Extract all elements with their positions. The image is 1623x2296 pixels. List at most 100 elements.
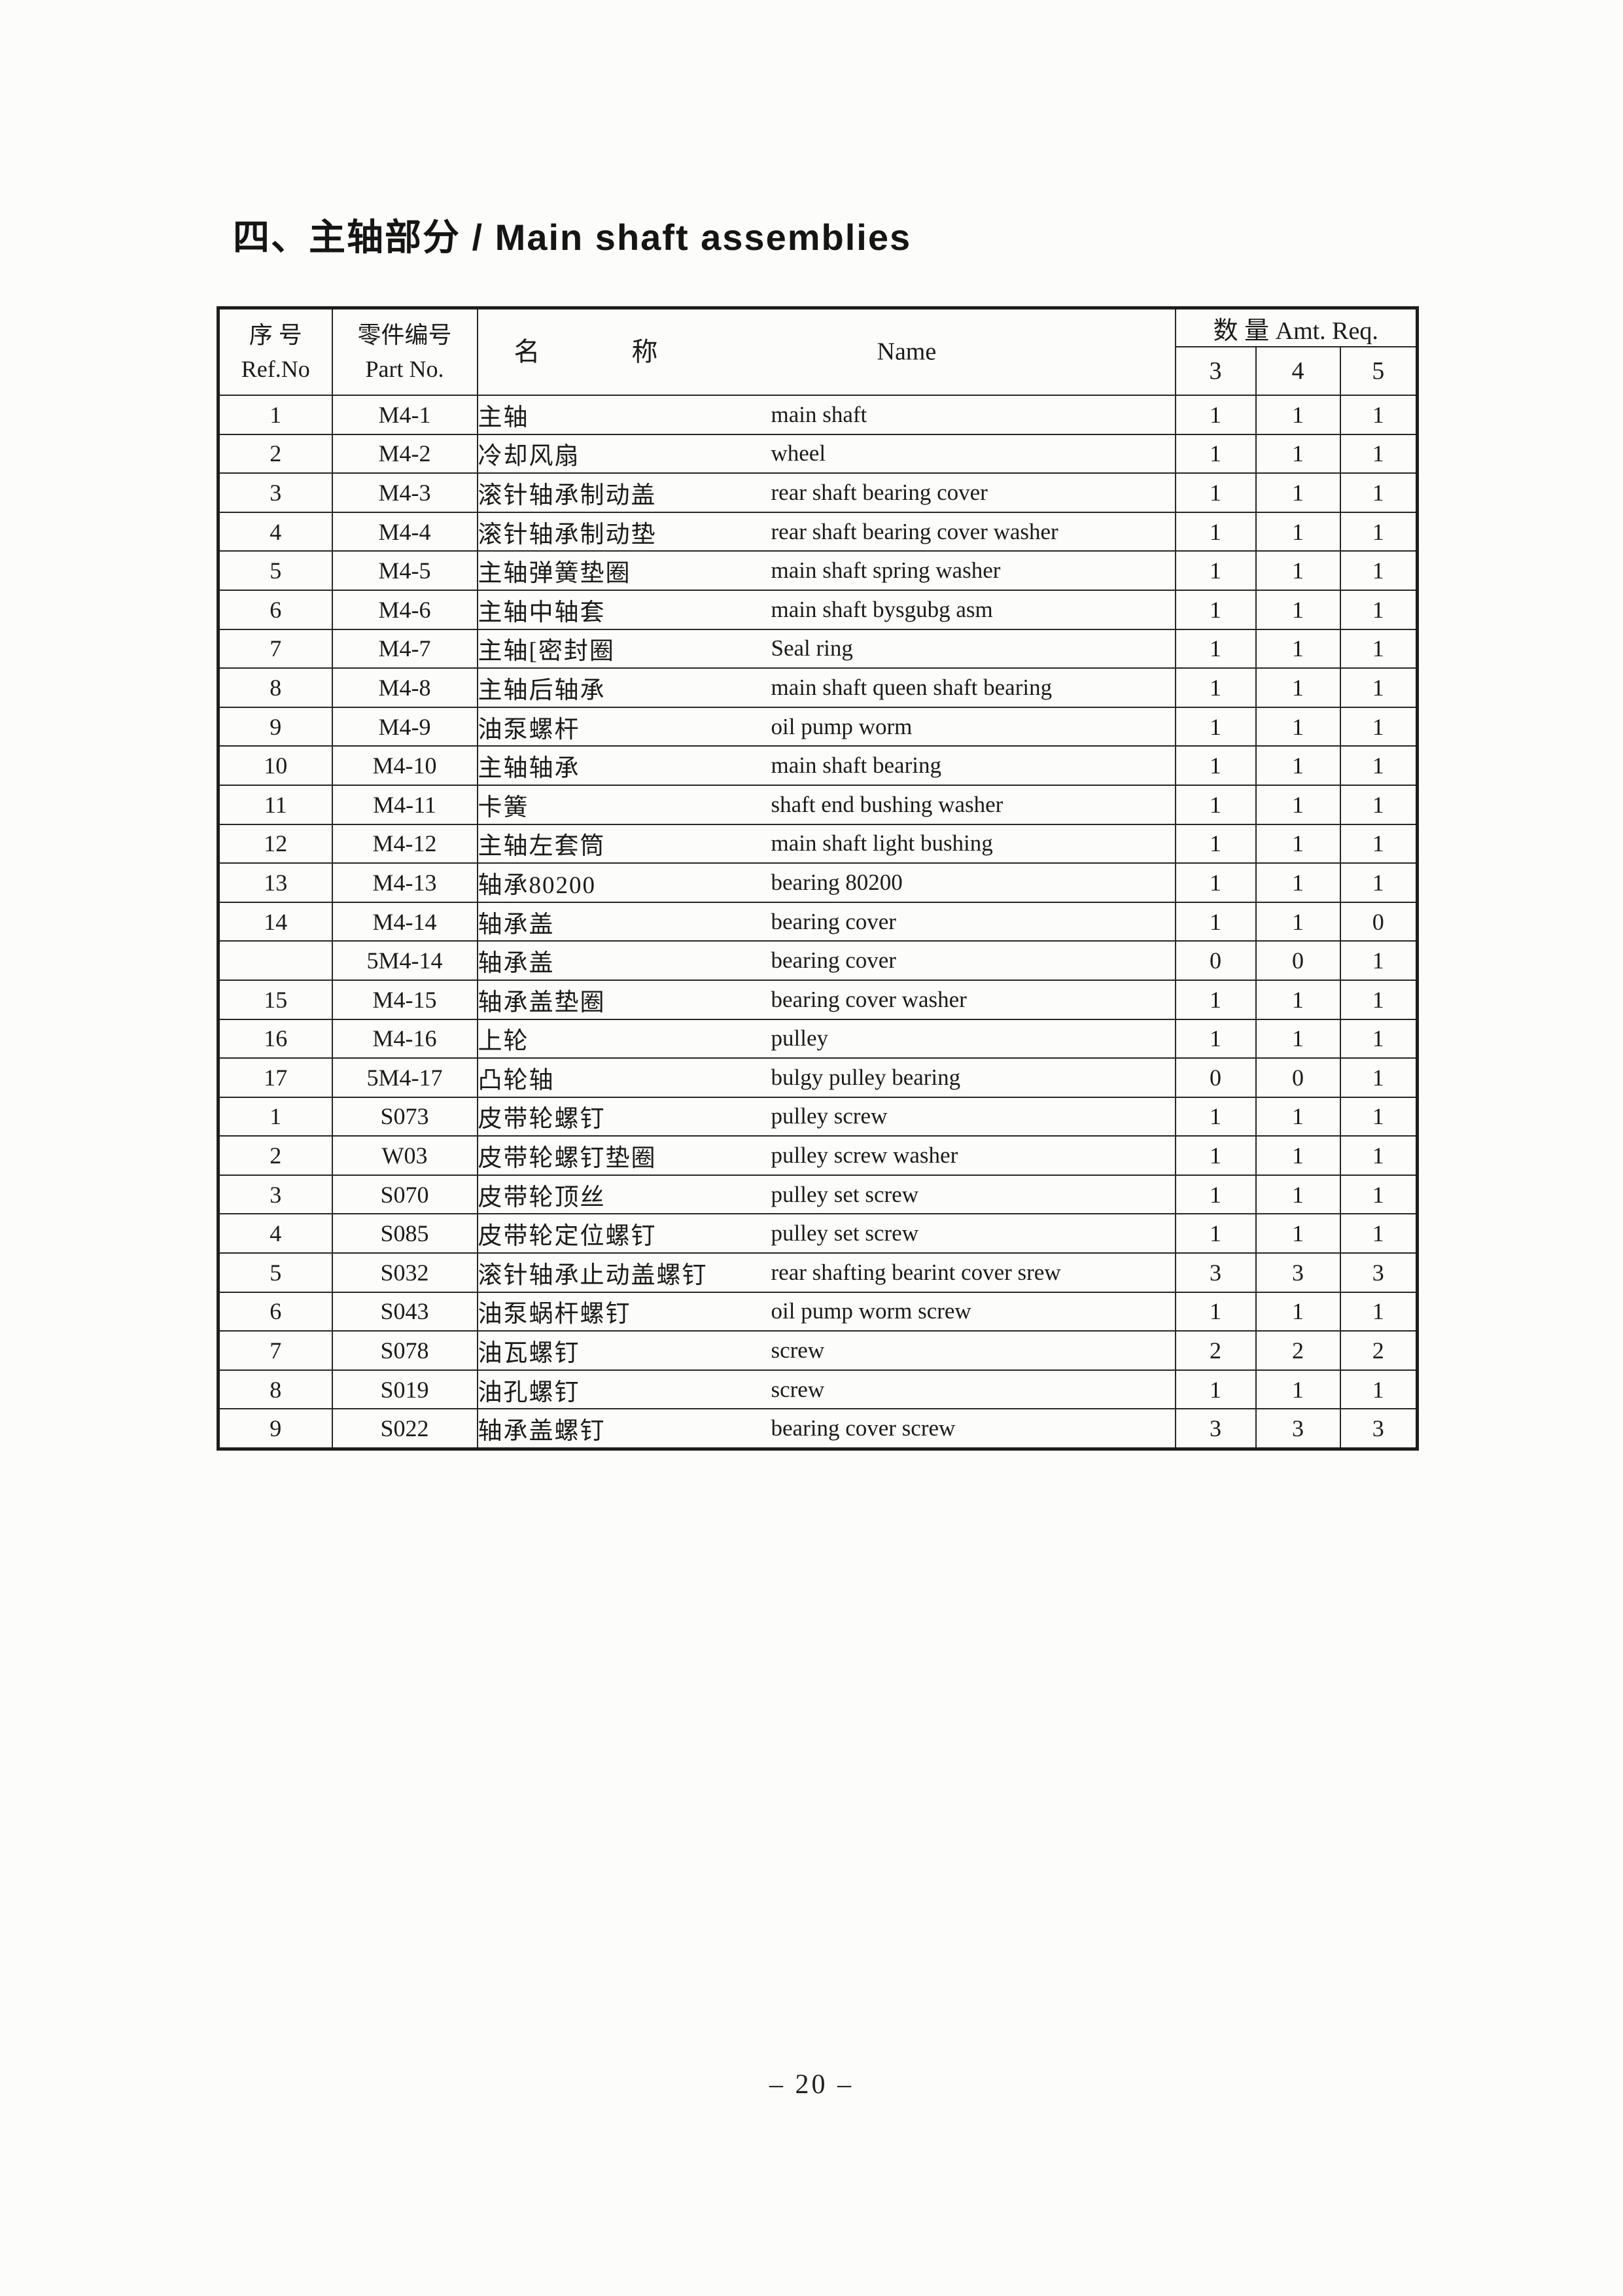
- part-no-cell: M4-4: [331, 511, 478, 552]
- qty-cell: 2: [1339, 1330, 1418, 1371]
- qty-cell: 1: [1174, 784, 1257, 825]
- part-name-en: wheel: [771, 440, 826, 467]
- part-name-en: pulley set screw: [771, 1220, 918, 1246]
- ref-no-cell: 2: [217, 1135, 333, 1176]
- qty-cell: 1: [1339, 1174, 1418, 1215]
- ref-no-cell: 10: [217, 745, 333, 786]
- part-name-en: main shaft queen shaft bearing: [771, 674, 1053, 700]
- part-name-zh: 主轴后轴承: [478, 677, 606, 704]
- name-cell: 皮带轮螺钉垫圈 pulley screw washer: [476, 1135, 1176, 1176]
- part-name-en: bearing cover washer: [771, 986, 967, 1012]
- part-name-zh: 上轮: [478, 1028, 529, 1055]
- qty-cell: 1: [1339, 979, 1418, 1020]
- part-no-cell: S070: [331, 1174, 478, 1215]
- part-no-cell: M4-10: [331, 745, 478, 786]
- ref-no-cell: 5: [217, 550, 333, 591]
- ref-no-cell: 11: [217, 784, 333, 825]
- qty-cell: 1: [1339, 628, 1418, 669]
- part-no-cell: S085: [331, 1213, 478, 1254]
- qty-cell: 1: [1174, 1174, 1257, 1215]
- qty-cell: 1: [1255, 472, 1341, 513]
- parts-table: 序 号 Ref.No 零件编号 Part No. 名 称 Name 数 量 Am…: [217, 306, 1420, 1451]
- qty-cell: 1: [1255, 1369, 1341, 1410]
- qty-cell: 1: [1174, 706, 1257, 747]
- table-row: 2 M4-2 冷却风扇 wheel 1 1 1: [217, 433, 1418, 474]
- table-row: 4 S085 皮带轮定位螺钉 pulley set screw 1 1 1: [217, 1213, 1418, 1254]
- name-cell: 皮带轮螺钉 pulley screw: [476, 1096, 1176, 1137]
- qty-cell: 0: [1339, 901, 1418, 942]
- name-cell: 轴承盖螺钉 bearing cover screw: [476, 1408, 1176, 1450]
- ref-no-cell: 5: [217, 1252, 333, 1293]
- page-title: 四、主轴部分 / Main shaft assemblies: [233, 217, 912, 258]
- table-header: 序 号 Ref.No 零件编号 Part No. 名 称 Name 数 量 Am…: [217, 307, 1418, 396]
- table-row: 4 M4-4 滚针轴承制动垫 rear shaft bearing cover was…: [217, 511, 1418, 552]
- qty-cell: 3: [1339, 1408, 1418, 1450]
- qty-cell: 1: [1339, 1057, 1418, 1098]
- qty-column-header: 数 量 Amt. Req.: [1174, 307, 1418, 347]
- part-no-cell: M4-14: [331, 901, 478, 942]
- table-row: 10 M4-10 主轴轴承 main shaft bearing 1 1 1: [217, 745, 1418, 786]
- table-row: 13 M4-13 轴承80200 bearing 80200 1 1 1: [217, 862, 1418, 903]
- qty-subheader-4: 4: [1255, 346, 1341, 396]
- qty-cell: 1: [1339, 1291, 1418, 1332]
- ref-no-cell: [217, 940, 333, 981]
- part-no-cell: 5M4-14: [331, 940, 478, 981]
- qty-cell: 1: [1174, 1213, 1257, 1254]
- part-name-zh: 油泵螺杆: [478, 716, 580, 743]
- qty-cell: 1: [1339, 940, 1418, 981]
- name-cell: 卡簧 shaft end bushing washer: [476, 784, 1176, 825]
- part-no-cell: M4-15: [331, 979, 478, 1020]
- table-row: 14 M4-14 轴承盖 bearing cover 1 1 0: [217, 901, 1418, 942]
- qty-cell: 1: [1174, 395, 1257, 435]
- qty-cell: 1: [1174, 667, 1257, 708]
- qty-cell: 1: [1255, 784, 1341, 825]
- qty-cell: 1: [1255, 706, 1341, 747]
- part-no-cell: S019: [331, 1369, 478, 1410]
- qty-cell: 1: [1339, 472, 1418, 513]
- part-column-header: 零件编号 Part No.: [331, 307, 478, 396]
- qty-cell: 1: [1339, 550, 1418, 591]
- qty-cell: 1: [1339, 1018, 1418, 1059]
- part-name-zh: 油瓦螺钉: [478, 1340, 580, 1368]
- qty-cell: 1: [1339, 511, 1418, 552]
- name-cell: 上轮 pulley: [476, 1018, 1176, 1059]
- part-no-cell: M4-8: [331, 667, 478, 708]
- name-cell: 主轴后轴承 main shaft queen shaft bearing: [476, 667, 1176, 708]
- part-name-en: rear shaft bearing cover: [771, 479, 988, 505]
- name-cell: 油孔螺钉 screw: [476, 1369, 1176, 1410]
- name-column-header: 名 称 Name: [476, 307, 1176, 396]
- qty-cell: 0: [1255, 940, 1341, 981]
- ref-no-cell: 7: [217, 628, 333, 669]
- ref-no-cell: 8: [217, 667, 333, 708]
- qty-cell: 2: [1174, 1330, 1257, 1371]
- ref-no-cell: 1: [217, 1096, 333, 1137]
- part-name-zh: 主轴轴承: [478, 755, 580, 783]
- qty-cell: 0: [1174, 1057, 1257, 1098]
- qty-cell: 1: [1255, 628, 1341, 669]
- name-cell: 主轴中轴套 main shaft bysgubg asm: [476, 589, 1176, 630]
- name-cell: 油瓦螺钉 screw: [476, 1330, 1176, 1371]
- part-name-zh: 主轴: [478, 404, 529, 431]
- part-name-zh: 卡簧: [478, 794, 529, 821]
- part-no-cell: S032: [331, 1252, 478, 1293]
- ref-header-zh: 序 号: [249, 321, 302, 348]
- part-name-en: bearing cover: [771, 947, 896, 974]
- qty-subheader-5: 5: [1339, 346, 1418, 396]
- part-name-en: main shaft bearing: [771, 752, 941, 779]
- qty-cell: 1: [1339, 433, 1418, 474]
- ref-no-cell: 13: [217, 862, 333, 903]
- qty-cell: 1: [1255, 979, 1341, 1020]
- name-cell: 滚针轴承止动盖螺钉 rear shafting bearint cover sre…: [476, 1252, 1176, 1293]
- qty-cell: 1: [1174, 1369, 1257, 1410]
- ref-no-cell: 15: [217, 979, 333, 1020]
- qty-cell: 2: [1255, 1330, 1341, 1371]
- part-name-en: screw: [771, 1376, 825, 1402]
- table-row: 8 M4-8 主轴后轴承 main shaft queen shaft bearing…: [217, 667, 1418, 708]
- qty-cell: 1: [1174, 979, 1257, 1020]
- part-no-cell: M4-1: [331, 395, 478, 435]
- part-name-en: oil pump worm: [771, 713, 913, 739]
- qty-cell: 1: [1339, 395, 1418, 435]
- table-row: 6 M4-6 主轴中轴套 main shaft bysgubg asm 1 1 1: [217, 589, 1418, 630]
- ref-no-cell: 8: [217, 1369, 333, 1410]
- part-name-en: shaft end bushing washer: [771, 791, 1003, 817]
